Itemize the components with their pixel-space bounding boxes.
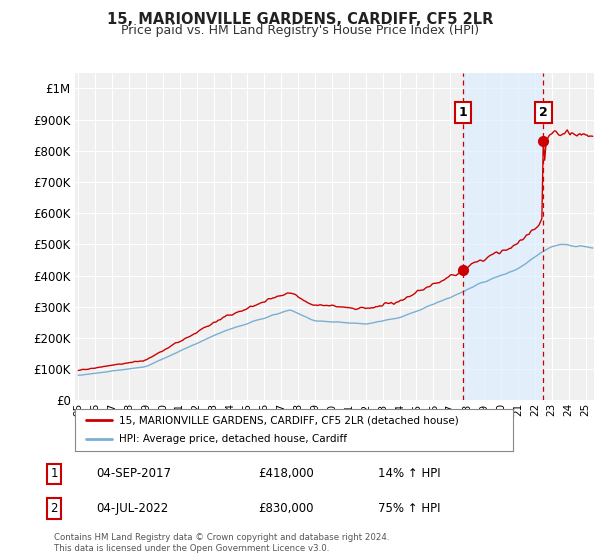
Text: £830,000: £830,000: [258, 502, 314, 515]
Text: 75% ↑ HPI: 75% ↑ HPI: [378, 502, 440, 515]
Text: 2: 2: [539, 106, 548, 119]
Text: 1: 1: [458, 106, 467, 119]
Text: £418,000: £418,000: [258, 467, 314, 480]
Text: 2: 2: [50, 502, 58, 515]
Bar: [463, 73, 543, 400]
Text: 15, MARIONVILLE GARDENS, CARDIFF, CF5 2LR: 15, MARIONVILLE GARDENS, CARDIFF, CF5 2L…: [107, 12, 493, 27]
Text: Price paid vs. HM Land Registry's House Price Index (HPI): Price paid vs. HM Land Registry's House …: [121, 24, 479, 36]
Text: HPI: Average price, detached house, Cardiff: HPI: Average price, detached house, Card…: [119, 435, 347, 445]
Text: 04-SEP-2017: 04-SEP-2017: [96, 467, 171, 480]
Text: 1: 1: [50, 467, 58, 480]
Text: 15, MARIONVILLE GARDENS, CARDIFF, CF5 2LR (detached house): 15, MARIONVILLE GARDENS, CARDIFF, CF5 2L…: [119, 415, 458, 425]
Text: Contains HM Land Registry data © Crown copyright and database right 2024.
This d: Contains HM Land Registry data © Crown c…: [54, 533, 389, 553]
Text: 14% ↑ HPI: 14% ↑ HPI: [378, 467, 440, 480]
Text: 04-JUL-2022: 04-JUL-2022: [96, 502, 168, 515]
